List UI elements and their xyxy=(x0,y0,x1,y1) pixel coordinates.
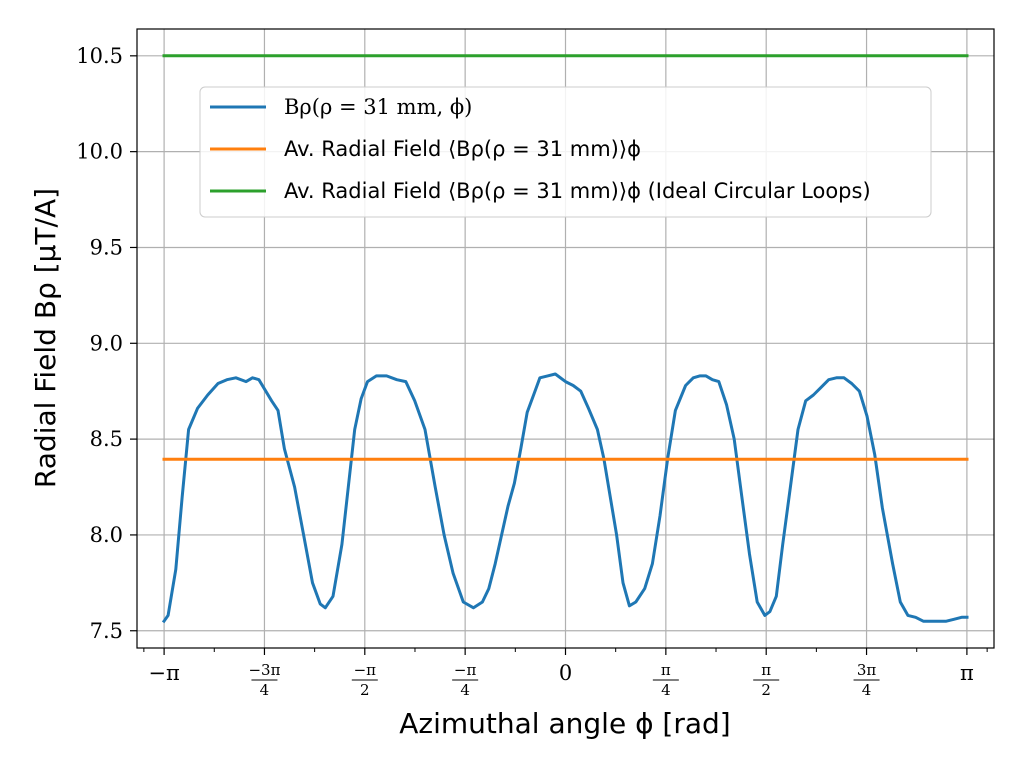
x-tick-label-numerator: 3π xyxy=(857,661,877,679)
legend-label-bfield: Bρ(ρ = 31 mm, ϕ) xyxy=(284,95,472,119)
x-tick-label-denominator: 2 xyxy=(360,681,370,699)
x-tick-label: −π xyxy=(148,661,180,685)
y-ticks: 7.5 8.0 8.5 9.0 9.5 10.0 10.5 xyxy=(76,44,137,643)
legend-label-ideal: Av. Radial Field ⟨Bρ(ρ = 31 mm)⟩ϕ (Ideal… xyxy=(284,179,871,203)
y-axis-title: Radial Field Bρ [μT/A] xyxy=(29,188,62,488)
x-tick-label: 3π4 xyxy=(853,661,880,699)
y-tick-label: 8.0 xyxy=(90,523,123,547)
x-tick-label: −π 2 xyxy=(351,661,378,699)
x-tick-label: π2 xyxy=(753,661,780,699)
x-axis-title: Azimuthal angle ϕ [rad] xyxy=(399,707,730,740)
x-tick-label-numerator: −π xyxy=(454,661,477,679)
y-tick-label: 9.0 xyxy=(90,331,123,355)
x-tick-label: 0 xyxy=(559,661,572,685)
x-tick-label: −3π4 xyxy=(248,661,280,699)
legend-label-average: Av. Radial Field ⟨Bρ(ρ = 31 mm)⟩ϕ xyxy=(284,137,641,161)
x-tick-label-numerator: π xyxy=(761,661,771,679)
y-tick-label: 9.5 xyxy=(90,235,123,259)
y-tick-label: 10.0 xyxy=(76,140,123,164)
series-layer xyxy=(161,54,969,624)
x-tick-label: π4 xyxy=(652,661,679,699)
x-tick-label-denominator: 4 xyxy=(260,681,270,699)
y-tick-label: 8.5 xyxy=(90,427,123,451)
x-tick-label-numerator: π xyxy=(661,661,671,679)
x-tick-label: −π 4 xyxy=(452,661,479,699)
x-tick-label-numerator: −3π xyxy=(248,661,280,679)
y-tick-label: 10.5 xyxy=(76,44,123,68)
x-tick-label-denominator: 4 xyxy=(661,681,671,699)
x-tick-label-denominator: 4 xyxy=(460,681,470,699)
legend-box xyxy=(199,86,932,218)
x-tick-label-denominator: 4 xyxy=(862,681,872,699)
x-tick-label-numerator: −π xyxy=(354,661,377,679)
y-tick-label: 7.5 xyxy=(90,619,123,643)
x-tick-label-denominator: 2 xyxy=(761,681,771,699)
legend: Bρ(ρ = 31 mm, ϕ) Av. Radial Field ⟨Bρ(ρ … xyxy=(199,86,932,218)
x-tick-label: π xyxy=(960,661,974,685)
series-line-1 xyxy=(161,372,969,624)
